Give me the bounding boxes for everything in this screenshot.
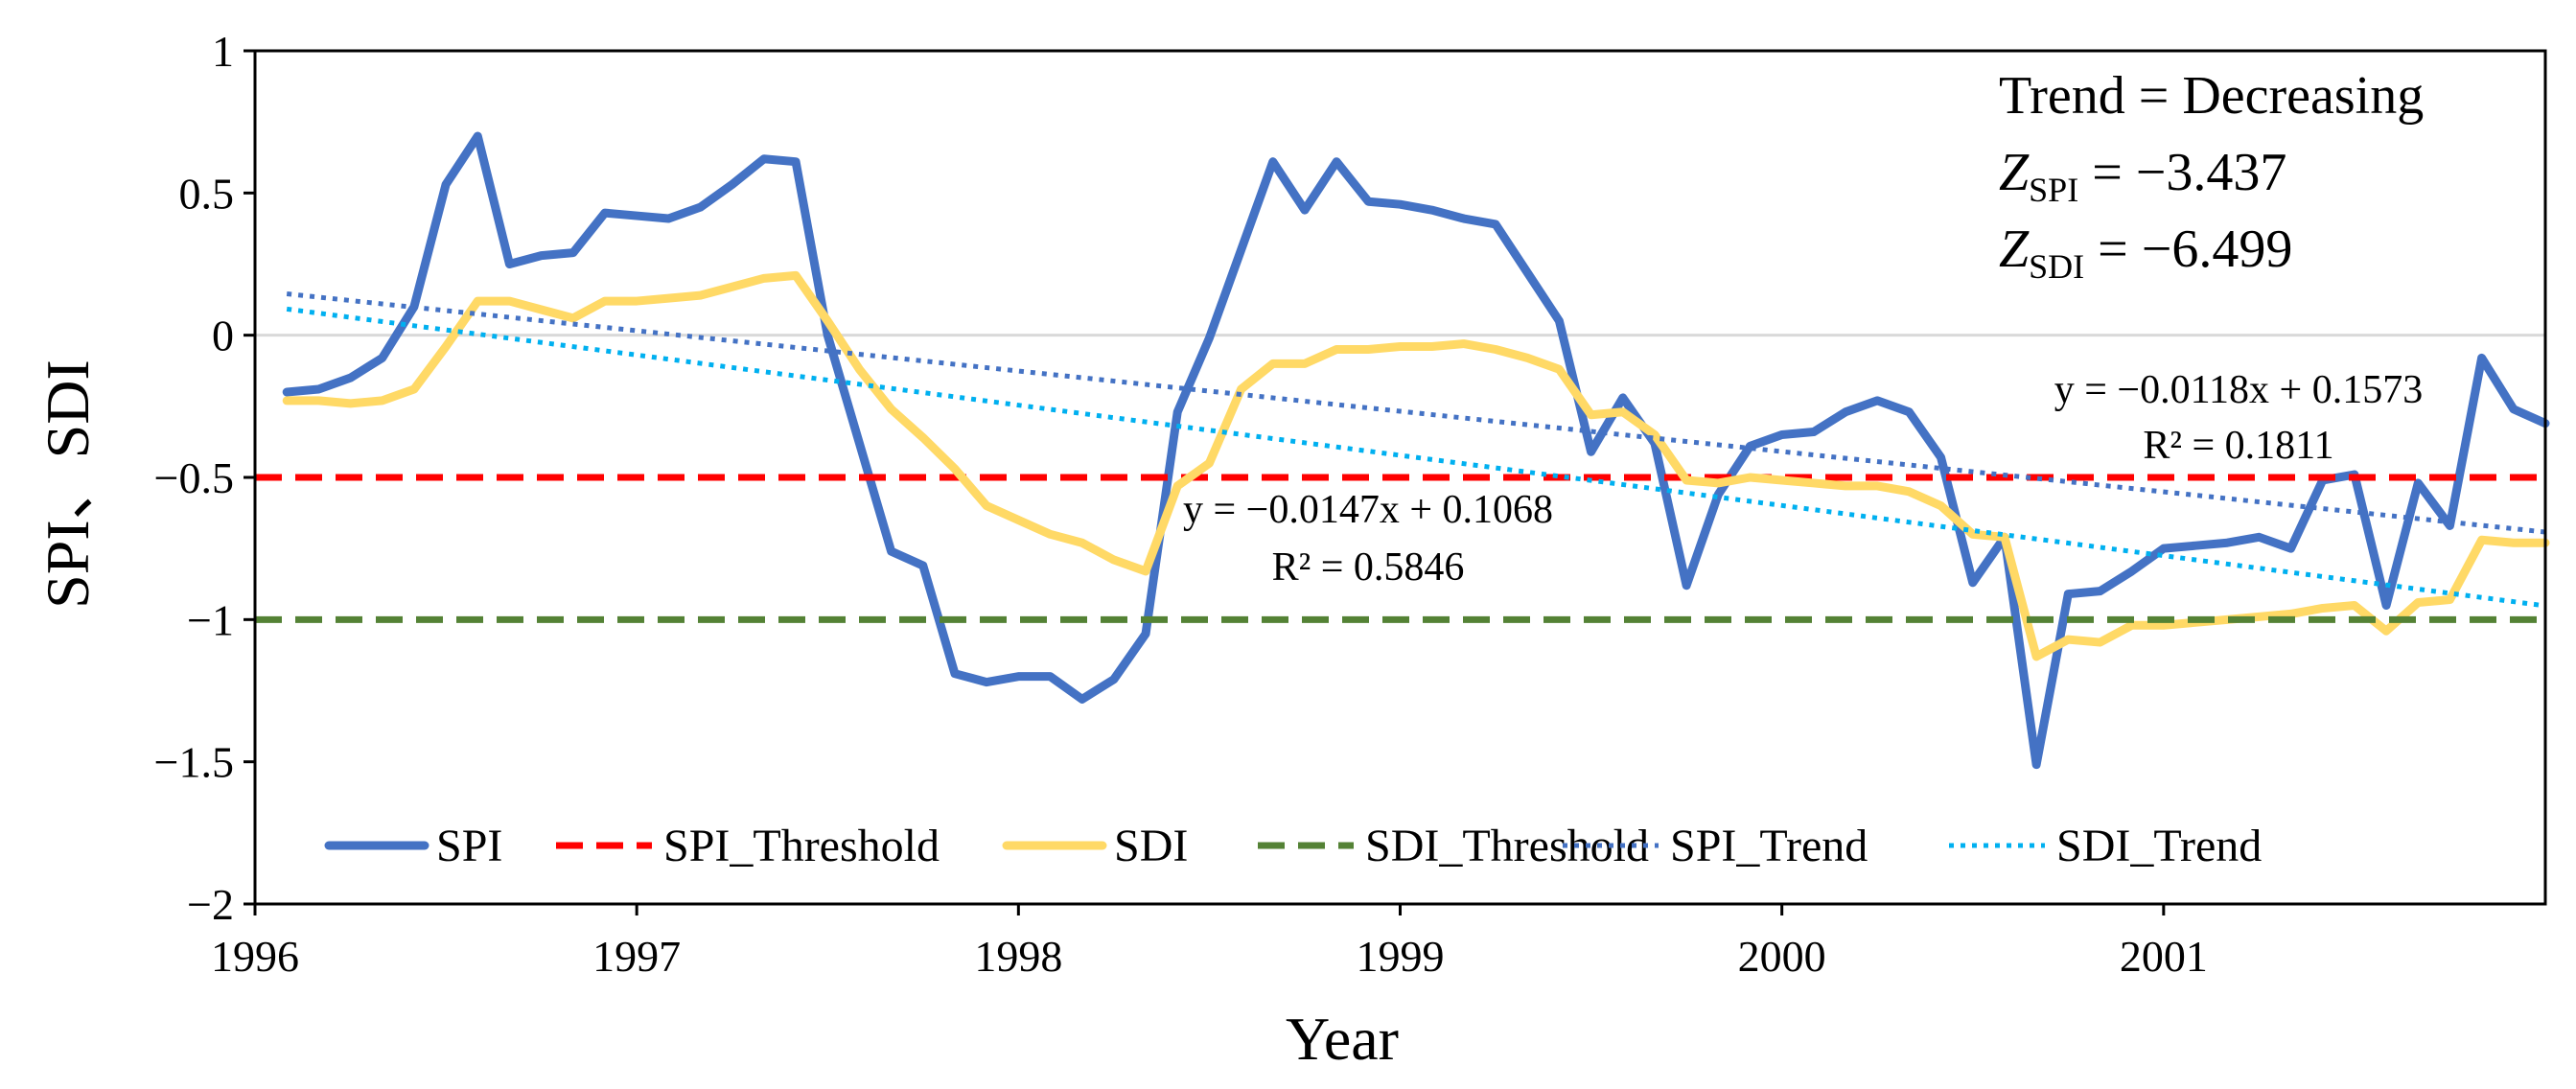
z-spi-stat: ZSPI = −3.437 [1999, 143, 2286, 209]
x-tick-label: 1996 [211, 932, 299, 981]
x-tick-label: 2001 [2120, 932, 2208, 981]
z-sdi-base: Z [1999, 220, 2030, 279]
z-spi-sub: SPI [2029, 171, 2078, 209]
x-tick-label: 1998 [974, 932, 1062, 981]
y-tick-label: 0 [212, 312, 234, 360]
y-axis-ticks: 1 0.5 0 −0.5 −1 −1.5 −2 [154, 27, 255, 929]
x-tick-label: 1997 [592, 932, 681, 981]
y-tick-label: −2 [187, 880, 234, 929]
x-axis-title: Year [1286, 1005, 1399, 1073]
sdi-trend-equation: y = −0.0147x + 0.1068 [1183, 488, 1553, 532]
legend-label-spi: SPI [436, 821, 502, 871]
y-tick-label: 0.5 [179, 169, 235, 218]
z-spi-base: Z [1999, 143, 2030, 202]
spi-trend-equation: y = −0.0118x + 0.1573 [2054, 368, 2424, 412]
sdi-trend-r2: R² = 0.5846 [1272, 545, 1465, 590]
y-axis-title: SPI、SDI [34, 359, 102, 609]
sdi-trend-line [286, 306, 2546, 609]
z-sdi-value: = −6.499 [2084, 220, 2292, 279]
z-spi-value: = −3.437 [2078, 143, 2286, 202]
legend-label-spi-trend: SPI_Trend [1670, 821, 1868, 871]
z-sdi-sub: SDI [2029, 247, 2084, 286]
z-sdi-stat: ZSDI = −6.499 [1999, 220, 2292, 286]
legend-label-sdi-threshold: SDI_Threshold [1365, 821, 1649, 871]
y-tick-label: 1 [212, 27, 234, 76]
trend-label: Trend = Decreasing [1999, 66, 2424, 126]
x-axis-ticks: 1996 1997 1998 1999 2000 2001 [211, 904, 2208, 981]
y-tick-label: −1 [187, 595, 234, 644]
sdi-line [282, 270, 2550, 661]
y-tick-label: −0.5 [154, 453, 234, 502]
spi-trend-r2: R² = 0.1811 [2143, 424, 2333, 468]
legend-label-sdi-trend: SDI_Trend [2056, 821, 2262, 871]
legend-label-sdi: SDI [1114, 821, 1188, 871]
y-tick-label: −1.5 [154, 738, 234, 787]
x-tick-label: 1999 [1357, 932, 1445, 981]
series-group [255, 131, 2550, 770]
spi-line [282, 131, 2550, 770]
legend: SPI SPI_Threshold SDI SDI_Threshold SPI_Tren… [324, 821, 2262, 871]
x-tick-label: 2000 [1738, 932, 1826, 981]
legend-label-spi-threshold: SPI_Threshold [663, 821, 940, 871]
